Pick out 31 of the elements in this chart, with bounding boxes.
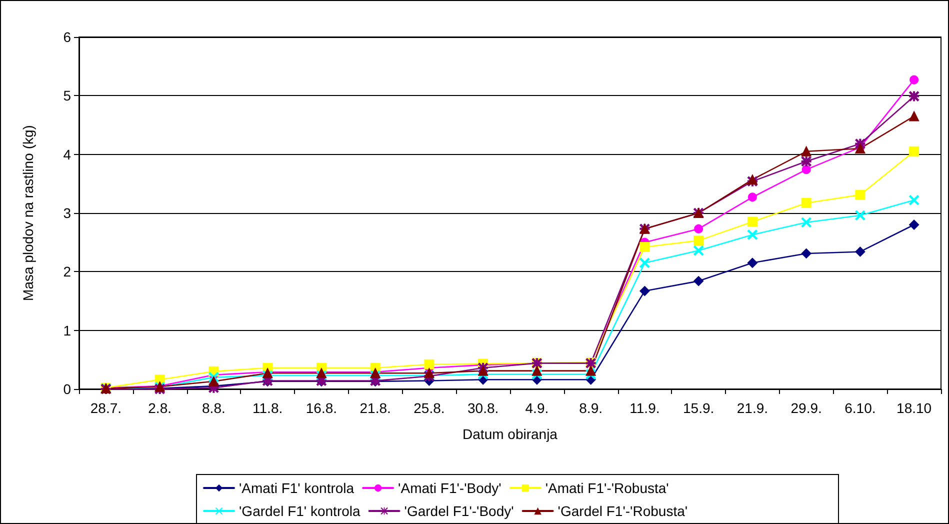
x-axis-title: Datum obiranja (462, 426, 558, 442)
x-tick-label: 30.8. (467, 400, 499, 416)
y-tick-label: 4 (63, 146, 72, 162)
x-tick-label: 28.7. (90, 400, 122, 416)
x-tick-label: 2.8. (148, 400, 172, 416)
legend-label: 'Amati F1'-'Body' (398, 480, 502, 496)
x-tick-label: 4.9. (525, 400, 549, 416)
y-tick-label: 1 (63, 322, 72, 338)
y-tick-label: 2 (63, 264, 72, 280)
x-tick-label: 25.8. (414, 400, 445, 416)
legend-label: 'Amati F1' kontrola (239, 480, 354, 496)
x-tick-label: 18.10 (896, 400, 932, 416)
legend-label: 'Amati F1'-'Robusta' (545, 480, 669, 496)
y-tick-label: 6 (63, 29, 72, 45)
x-tick-label: 29.9. (790, 400, 822, 416)
y-axis-title: Masa plodov na rastlino (kg) (20, 125, 36, 301)
legend-label: 'Gardel F1'-'Robusta' (558, 503, 688, 519)
x-tick-label: 21.8. (360, 400, 391, 416)
x-tick-label: 15.9. (682, 400, 714, 416)
x-tick-label: 11.9. (630, 400, 660, 416)
legend-label: 'Gardel F1'-'Body' (404, 503, 514, 519)
y-tick-label: 3 (63, 205, 72, 221)
x-tick-label: 8.9. (579, 400, 602, 416)
x-tick-label: 11.8. (252, 400, 283, 416)
x-tick-label: 8.8. (202, 400, 226, 416)
y-tick-label: 0 (63, 381, 72, 397)
x-tick-label: 6.10. (844, 400, 876, 416)
x-tick-label: 16.8. (306, 400, 338, 416)
legend-label: 'Gardel F1' kontrola (239, 503, 361, 519)
y-tick-label: 5 (63, 88, 72, 104)
x-tick-label: 21.9. (736, 400, 768, 416)
